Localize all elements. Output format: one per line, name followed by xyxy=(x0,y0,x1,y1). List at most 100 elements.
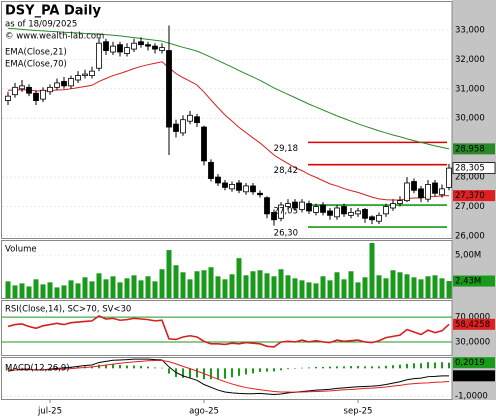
candle-body xyxy=(194,116,200,124)
volume-bar xyxy=(145,276,151,298)
plot-layer xyxy=(2,25,452,403)
volume-bar xyxy=(68,280,74,298)
value-tag xyxy=(453,318,495,330)
panel-title: RSI(Close,14), SC>70, SV<30 xyxy=(5,305,131,315)
volume-bar xyxy=(383,278,389,298)
x-tick-label: jul-25 xyxy=(37,407,62,417)
candle-body xyxy=(215,176,221,184)
volume-bar xyxy=(425,276,431,298)
value-tag-label: -0,2687 xyxy=(455,371,488,381)
histogram-bar xyxy=(105,364,107,369)
candle-body xyxy=(320,204,326,213)
volume-bar xyxy=(446,281,452,298)
candle-body xyxy=(82,73,88,76)
volume-bar xyxy=(75,283,81,298)
candle-body xyxy=(425,184,431,200)
macd-panel xyxy=(1,357,453,400)
candle-body xyxy=(446,167,452,188)
candle-body xyxy=(173,123,179,132)
candle-body xyxy=(89,70,95,76)
candle-body xyxy=(12,86,18,96)
y-tick-label: 27,000 xyxy=(455,202,485,212)
y-tick-label: 70,0000 xyxy=(455,313,490,323)
volume-bar xyxy=(103,279,109,298)
candle-body xyxy=(131,42,137,50)
value-tag xyxy=(452,162,496,175)
level-label: 26,30 xyxy=(274,229,298,239)
rsi-line xyxy=(7,314,450,348)
candle-body xyxy=(348,211,354,216)
candle-body xyxy=(439,188,445,196)
histogram-bar xyxy=(357,366,359,369)
volume-bar xyxy=(201,270,207,298)
candle-body xyxy=(404,182,410,202)
candle-body xyxy=(376,214,382,222)
histogram-bar xyxy=(343,366,345,369)
volume-bar xyxy=(61,285,67,298)
histogram-bar xyxy=(406,363,408,369)
watermark: © www.wealth-lab.com xyxy=(5,32,104,42)
histogram-bar xyxy=(126,365,128,369)
histogram-bar xyxy=(245,368,247,375)
volume-bar xyxy=(96,273,102,298)
candle-body xyxy=(54,82,60,88)
volume-bar xyxy=(5,281,11,298)
histogram-bar xyxy=(378,366,380,369)
candle-body xyxy=(334,207,340,218)
histogram-bar xyxy=(329,366,331,369)
volume-bar xyxy=(117,282,123,298)
legend-label: EMA(Close,70) xyxy=(5,60,67,70)
volume-bar xyxy=(418,279,424,298)
value-tag xyxy=(453,190,495,202)
volume-bar xyxy=(320,276,326,298)
candle-body xyxy=(383,206,389,215)
panels xyxy=(1,1,453,400)
candle-body xyxy=(33,92,39,101)
volume-bar xyxy=(54,287,60,298)
volume-bar xyxy=(404,274,410,298)
volume-bar xyxy=(26,286,32,298)
histogram-bar xyxy=(259,368,261,372)
candle-body xyxy=(19,85,25,90)
text-layer: DSY_PA Daily as of 18/09/2025 © www.weal… xyxy=(5,4,496,417)
volume-bar xyxy=(82,277,88,298)
y-tick-label: 26,000 xyxy=(455,231,485,241)
candle-body xyxy=(68,78,74,87)
level-label: 27,05 xyxy=(274,207,298,217)
histogram-bar xyxy=(7,368,9,370)
candle-body xyxy=(222,182,228,188)
volume-bar xyxy=(355,282,361,298)
candle-body xyxy=(285,203,291,207)
histogram-bar xyxy=(294,368,296,369)
candle-body xyxy=(75,75,81,81)
candle-body xyxy=(187,114,193,122)
histogram-bar xyxy=(49,367,51,369)
volume-bar xyxy=(271,276,277,298)
volume-bar xyxy=(110,276,116,298)
volume-panel xyxy=(1,240,453,299)
histogram-bar xyxy=(28,367,30,369)
candle-body xyxy=(236,182,242,191)
candle-body xyxy=(250,185,256,193)
y-tick-label: 5,00M xyxy=(455,251,481,261)
volume-bar xyxy=(19,283,25,298)
value-tag-label: 0,2019 xyxy=(455,358,485,368)
histogram-bar xyxy=(133,365,135,369)
histogram-bar xyxy=(385,365,387,369)
histogram-bar xyxy=(21,367,23,369)
value-tag-label: 28,958 xyxy=(455,144,485,154)
volume-bar xyxy=(292,278,298,298)
level-label: 28,42 xyxy=(274,166,298,176)
volume-bar xyxy=(362,277,368,298)
volume-bar xyxy=(33,279,39,298)
volume-bar xyxy=(411,277,417,298)
volume-bar xyxy=(194,271,200,298)
candle-body xyxy=(145,44,151,47)
histogram-bar xyxy=(224,368,226,379)
histogram-bar xyxy=(182,368,184,378)
panel-title: MACD(12,26,9) xyxy=(5,364,70,374)
ema-line xyxy=(7,27,450,150)
histogram-bar xyxy=(140,366,142,369)
candle-body xyxy=(208,161,214,179)
